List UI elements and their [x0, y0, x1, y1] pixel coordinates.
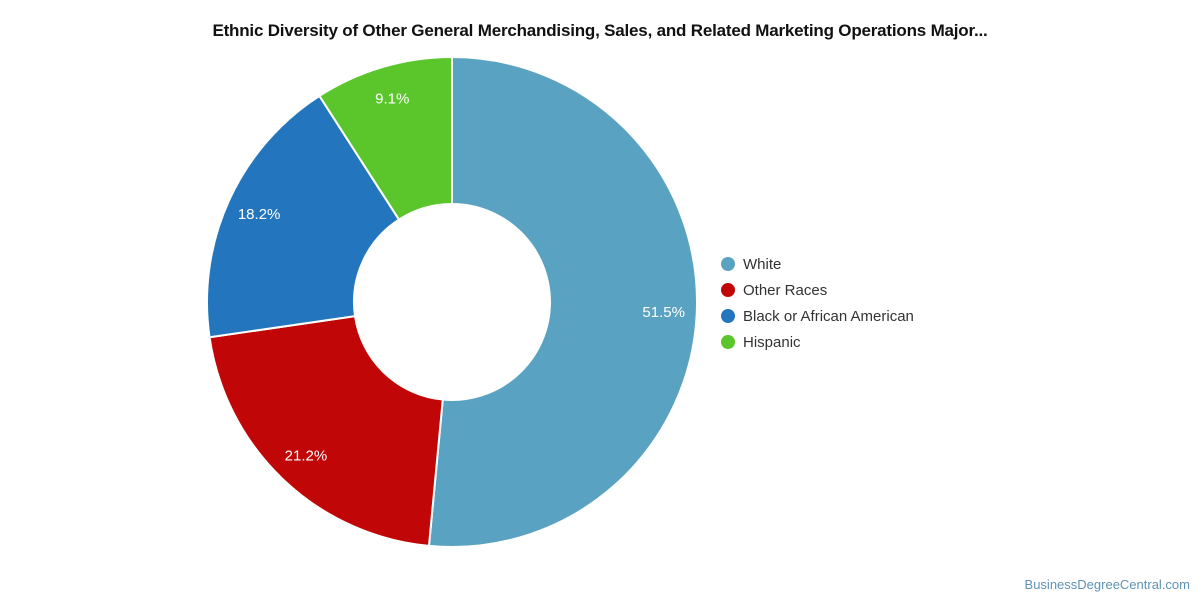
chart-title: Ethnic Diversity of Other General Mercha…: [212, 21, 988, 40]
legend-label: Black or African American: [743, 307, 914, 325]
pie-slice-other-races[interactable]: [208, 315, 444, 547]
legend-swatch-white: [721, 257, 735, 271]
pie-slice-white[interactable]: [427, 56, 698, 548]
legend-swatch-hispanic: [721, 335, 735, 349]
legend-label: Hispanic: [743, 333, 801, 351]
chart-legend: White Other Races Black or African America…: [721, 251, 914, 355]
legend-swatch-other-races: [721, 283, 735, 297]
legend-label: White: [743, 255, 782, 273]
legend-item-other-races[interactable]: Other Races: [721, 277, 914, 303]
legend-swatch-black-or-african-american: [721, 309, 735, 323]
legend-item-white[interactable]: White: [721, 251, 914, 277]
pie-slice-black-or-african-american[interactable]: [206, 94, 400, 339]
legend-label: Other Races: [743, 281, 828, 299]
pie-slice-hispanic[interactable]: [318, 56, 453, 221]
watermark-link[interactable]: BusinessDegreeCentral.com: [1024, 577, 1190, 592]
legend-item-hispanic[interactable]: Hispanic: [721, 329, 914, 355]
legend-item-black-or-african-american[interactable]: Black or African American: [721, 303, 914, 329]
